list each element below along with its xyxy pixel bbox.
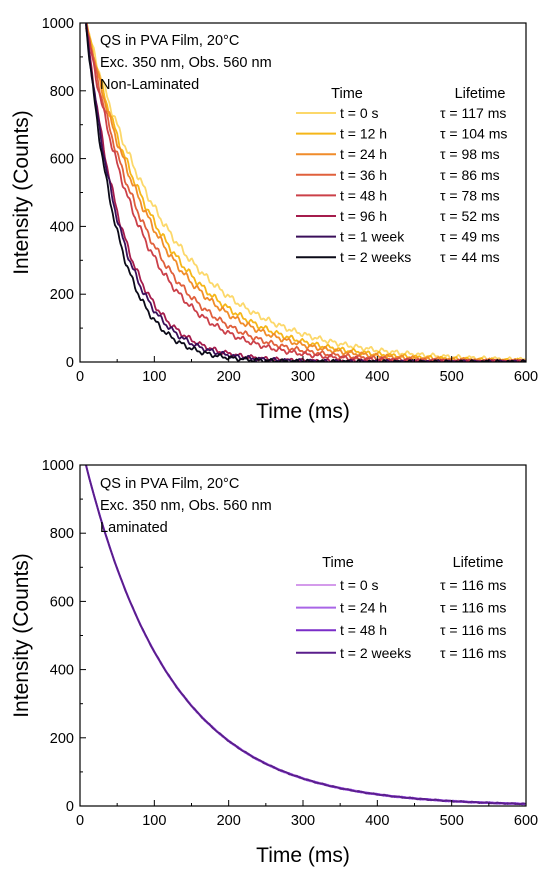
x-tick-label: 100 — [142, 369, 166, 385]
legend-series-name: t = 24 h — [340, 600, 387, 616]
x-tick-label: 200 — [217, 813, 241, 829]
x-tick-label: 400 — [365, 369, 389, 385]
y-tick-label: 400 — [50, 663, 74, 679]
chart-panel-top: 0 100 200 300 400 500 600 0 200 400 600 800 1000 Time… — [10, 16, 538, 423]
legend-series-name: t = 96 h — [340, 208, 387, 224]
series-line — [85, 27, 526, 362]
annotation-text: QS in PVA Film, 20°C — [100, 33, 239, 49]
legend-lifetime-value: τ = 78 ms — [440, 187, 500, 203]
legend-series-name: t = 36 h — [340, 167, 387, 183]
legend-lifetime-value: τ = 49 ms — [440, 229, 500, 245]
x-tick-label: 300 — [291, 813, 315, 829]
legend-header-time: Time — [322, 555, 354, 571]
legend-header-lifetime: Lifetime — [453, 555, 504, 571]
legend-series-name: t = 0 s — [340, 105, 379, 121]
legend-lifetime-value: τ = 116 ms — [440, 577, 506, 593]
legend-lifetime-value: τ = 98 ms — [440, 146, 500, 162]
y-tick-label: 600 — [50, 152, 74, 168]
y-tick-label: 0 — [66, 799, 74, 815]
y-axis-label: Intensity (Counts) — [10, 553, 33, 718]
legend-series-name: t = 24 h — [340, 146, 387, 162]
x-tick-label: 100 — [142, 813, 166, 829]
x-tick-label: 600 — [514, 813, 538, 829]
x-axis-label: Time (ms) — [256, 844, 350, 867]
legend-lifetime-value: τ = 117 ms — [440, 105, 506, 121]
y-tick-label: 0 — [66, 355, 74, 371]
legend-lifetime-value: τ = 44 ms — [440, 249, 500, 265]
y-tick-label: 200 — [50, 287, 74, 303]
x-tick-label: 300 — [291, 369, 315, 385]
x-tick-label: 200 — [217, 369, 241, 385]
x-tick-label: 600 — [514, 369, 538, 385]
y-tick-label: 1000 — [42, 16, 74, 32]
legend-lifetime-value: τ = 52 ms — [440, 208, 500, 224]
legend-lifetime-value: τ = 104 ms — [440, 126, 507, 142]
legend-series-name: t = 1 week — [340, 229, 405, 245]
annotation-text: Laminated — [100, 520, 168, 536]
legend: Time Lifetime t = 0 s τ = 116 ms t = 24 h τ =… — [296, 555, 506, 661]
y-tick-label: 800 — [50, 526, 74, 542]
legend-header-lifetime: Lifetime — [455, 86, 506, 102]
y-axis-label: Intensity (Counts) — [10, 110, 33, 275]
legend-lifetime-value: τ = 86 ms — [440, 167, 500, 183]
legend-series-name: t = 2 weeks — [340, 249, 411, 265]
x-tick-label: 500 — [440, 369, 464, 385]
y-tick-label: 200 — [50, 731, 74, 747]
legend-lifetime-value: τ = 116 ms — [440, 622, 506, 638]
legend-lifetime-value: τ = 116 ms — [440, 600, 506, 616]
annotation-text: Exc. 350 nm, Obs. 560 nm — [100, 498, 272, 514]
annotation-text: Non-Laminated — [100, 77, 199, 93]
x-tick-label: 500 — [440, 813, 464, 829]
legend-series-name: t = 12 h — [340, 126, 387, 142]
legend: Time Lifetime t = 0 s τ = 117 ms t = 12 h τ =… — [296, 86, 507, 265]
legend-series-name: t = 0 s — [340, 577, 379, 593]
legend-series-name: t = 2 weeks — [340, 645, 411, 661]
y-tick-label: 1000 — [42, 458, 74, 474]
legend-header-time: Time — [331, 86, 363, 102]
x-tick-label: 400 — [365, 813, 389, 829]
x-tick-label: 0 — [76, 813, 84, 829]
legend-series-name: t = 48 h — [340, 187, 387, 203]
x-tick-label: 0 — [76, 369, 84, 385]
y-tick-label: 800 — [50, 84, 74, 100]
legend-series-name: t = 48 h — [340, 622, 387, 638]
annotation-text: QS in PVA Film, 20°C — [100, 476, 239, 492]
chart-panel-bottom: 0 100 200 300 400 500 600 0 200 400 600 800 1000 Time… — [10, 458, 538, 867]
y-tick-label: 600 — [50, 594, 74, 610]
legend-lifetime-value: τ = 116 ms — [440, 645, 506, 661]
x-axis-label: Time (ms) — [256, 400, 350, 423]
y-tick-label: 400 — [50, 219, 74, 235]
annotation-text: Exc. 350 nm, Obs. 560 nm — [100, 55, 272, 71]
